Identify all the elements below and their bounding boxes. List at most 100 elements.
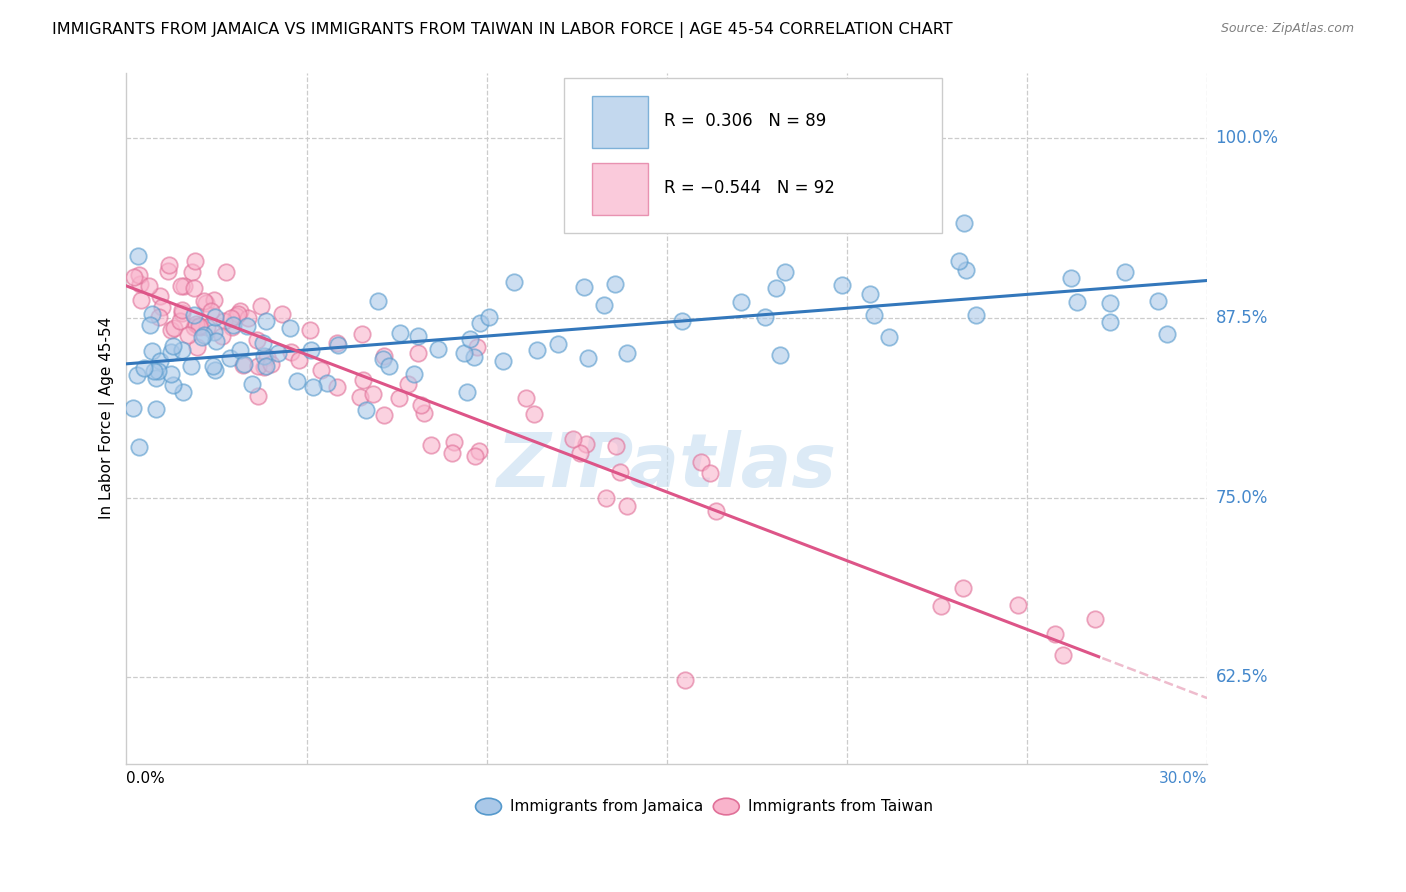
Point [315, 376, 337, 391]
Point [704, 504, 727, 518]
Point [350, 327, 373, 342]
Point [202, 325, 225, 339]
Text: 0.0%: 0.0% [127, 771, 166, 786]
Point [232, 358, 254, 372]
Point [593, 298, 616, 312]
Point [194, 295, 217, 310]
FancyBboxPatch shape [592, 162, 648, 215]
Point [163, 321, 186, 335]
Point [948, 253, 970, 268]
Point [1114, 265, 1136, 279]
Point [367, 294, 389, 309]
Point [169, 313, 191, 327]
Point [1060, 271, 1083, 285]
Point [371, 351, 394, 366]
Point [229, 343, 252, 357]
Point [254, 313, 277, 327]
Circle shape [475, 798, 502, 815]
Point [172, 385, 194, 400]
Point [160, 345, 183, 359]
Point [129, 293, 152, 307]
Point [180, 359, 202, 373]
Point [148, 310, 170, 324]
Point [236, 319, 259, 334]
Point [862, 308, 884, 322]
Point [183, 320, 205, 334]
Point [952, 581, 974, 595]
Point [152, 300, 174, 314]
Point [526, 343, 548, 357]
Point [298, 323, 321, 337]
Point [122, 401, 145, 416]
Point [170, 343, 193, 357]
Point [464, 449, 486, 463]
Point [1066, 294, 1088, 309]
Point [1147, 293, 1170, 308]
Point [409, 398, 432, 412]
Point [569, 446, 592, 460]
Point [523, 407, 546, 421]
Point [200, 303, 222, 318]
Point [831, 277, 853, 292]
Point [173, 278, 195, 293]
Point [129, 277, 152, 292]
Point [859, 286, 882, 301]
Point [183, 254, 205, 268]
Point [156, 264, 179, 278]
Point [609, 465, 631, 479]
Point [224, 309, 246, 323]
Point [373, 350, 395, 364]
Point [468, 444, 491, 458]
Point [1045, 627, 1067, 641]
Point [562, 432, 585, 446]
Point [699, 466, 721, 480]
Point [145, 371, 167, 385]
Point [955, 263, 977, 277]
Point [183, 309, 205, 323]
Point [211, 328, 233, 343]
Point [204, 363, 226, 377]
Point [605, 277, 627, 292]
Point [299, 343, 322, 358]
Text: Immigrants from Jamaica: Immigrants from Jamaica [510, 799, 703, 814]
Text: R = −0.544   N = 92: R = −0.544 N = 92 [664, 179, 835, 197]
Point [172, 303, 194, 318]
Point [377, 359, 399, 373]
Point [219, 311, 242, 326]
Text: 87.5%: 87.5% [1216, 309, 1268, 326]
Point [388, 391, 411, 405]
Point [160, 367, 183, 381]
Point [311, 363, 333, 377]
Point [419, 438, 441, 452]
Point [443, 435, 465, 450]
Text: Immigrants from Taiwan: Immigrants from Taiwan [748, 799, 934, 814]
Text: ZIPatlas: ZIPatlas [496, 430, 837, 503]
Point [141, 344, 163, 359]
Point [256, 350, 278, 364]
Point [149, 288, 172, 302]
Point [221, 320, 243, 334]
Point [576, 351, 599, 366]
Point [288, 352, 311, 367]
FancyBboxPatch shape [592, 95, 648, 148]
Point [605, 439, 627, 453]
Point [138, 278, 160, 293]
Point [349, 391, 371, 405]
Point [145, 401, 167, 416]
Point [132, 360, 155, 375]
Text: 75.0%: 75.0% [1216, 489, 1268, 507]
Point [162, 378, 184, 392]
Point [222, 318, 245, 333]
Point [253, 349, 276, 363]
Point [195, 320, 218, 334]
Point [138, 318, 160, 333]
Point [388, 326, 411, 341]
FancyBboxPatch shape [564, 78, 942, 233]
Point [402, 368, 425, 382]
Point [492, 354, 515, 368]
Point [240, 376, 263, 391]
Point [1007, 599, 1029, 613]
Text: 100.0%: 100.0% [1216, 128, 1278, 147]
Point [180, 265, 202, 279]
Point [149, 353, 172, 368]
